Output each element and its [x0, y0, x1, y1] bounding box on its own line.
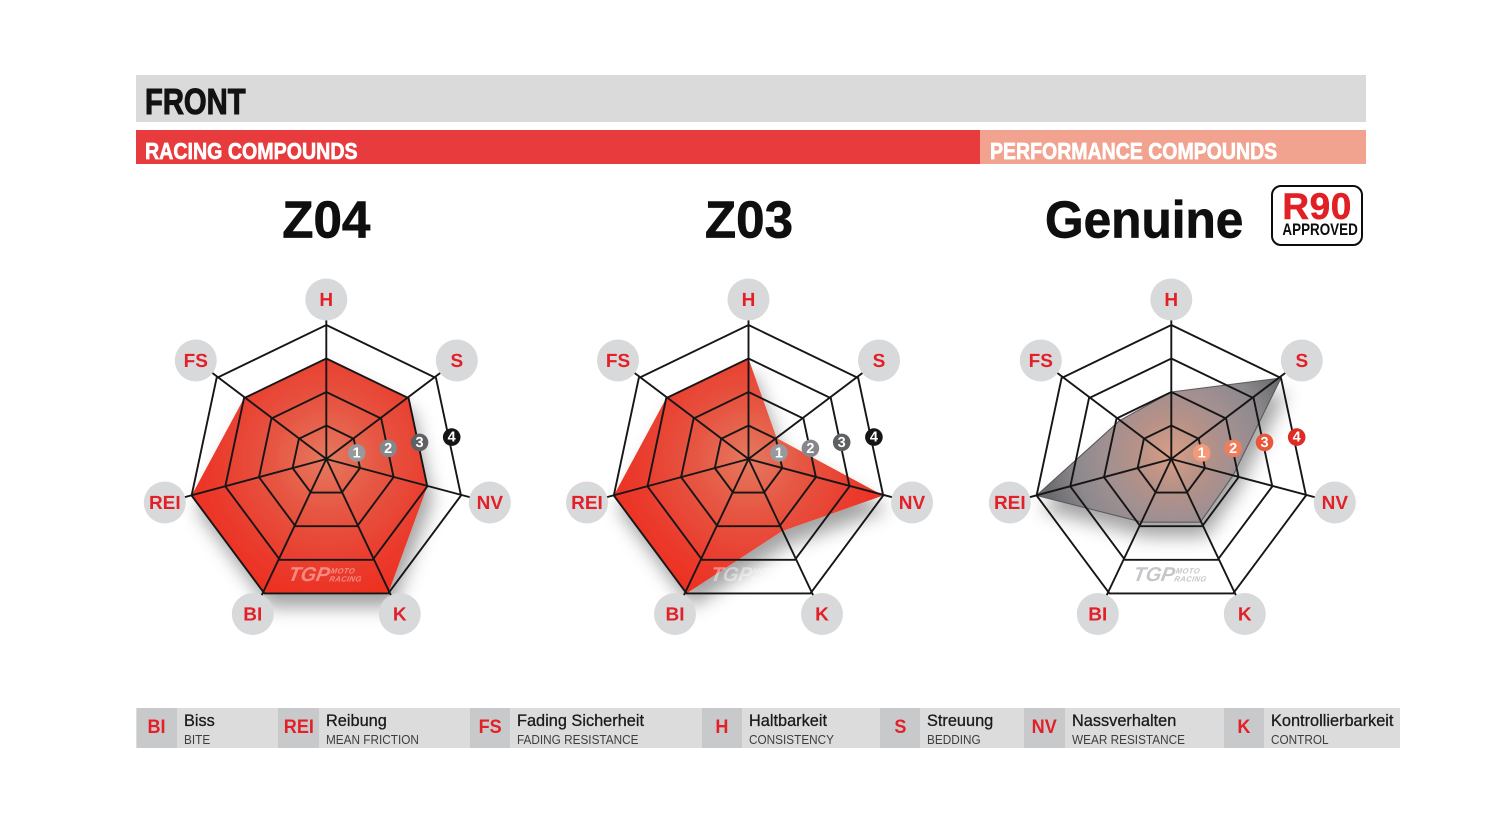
svg-text:4: 4: [1293, 430, 1301, 446]
svg-text:3: 3: [415, 435, 423, 451]
svg-text:FS: FS: [184, 351, 208, 372]
svg-text:S: S: [873, 351, 886, 372]
svg-text:H: H: [1164, 290, 1178, 311]
svg-text:K: K: [1238, 605, 1252, 626]
svg-text:S: S: [450, 351, 463, 372]
svg-text:1: 1: [775, 446, 783, 462]
svg-text:TGP: TGP: [287, 564, 333, 586]
svg-text:K: K: [393, 605, 407, 626]
svg-text:S: S: [1295, 351, 1308, 372]
svg-text:MOTO: MOTO: [752, 567, 778, 576]
svg-text:TGP: TGP: [1132, 564, 1178, 586]
svg-text:BI: BI: [243, 605, 262, 626]
svg-text:REI: REI: [149, 493, 181, 514]
svg-text:RACING: RACING: [751, 575, 785, 584]
svg-text:NV: NV: [1322, 493, 1349, 514]
svg-text:4: 4: [448, 430, 456, 446]
svg-text:NV: NV: [899, 493, 926, 514]
svg-text:FS: FS: [1029, 351, 1053, 372]
svg-text:3: 3: [838, 435, 846, 451]
svg-text:TGP: TGP: [709, 564, 755, 586]
svg-text:H: H: [742, 290, 756, 311]
svg-text:2: 2: [806, 441, 814, 457]
svg-text:Z04: Z04: [282, 191, 370, 249]
svg-text:2: 2: [1229, 441, 1237, 457]
svg-text:BI: BI: [666, 605, 685, 626]
svg-text:1: 1: [353, 446, 361, 462]
svg-text:RACING: RACING: [1174, 575, 1208, 584]
svg-text:REI: REI: [994, 493, 1026, 514]
svg-text:RACING: RACING: [329, 575, 363, 584]
svg-text:BI: BI: [1088, 605, 1107, 626]
svg-text:1: 1: [1198, 446, 1206, 462]
svg-text:Genuine: Genuine: [1045, 191, 1243, 249]
svg-text:MOTO: MOTO: [1175, 567, 1201, 576]
svg-text:Z03: Z03: [705, 191, 793, 249]
svg-text:FS: FS: [606, 351, 630, 372]
svg-text:NV: NV: [477, 493, 504, 514]
svg-text:H: H: [319, 290, 333, 311]
svg-text:K: K: [815, 605, 829, 626]
svg-text:2: 2: [384, 441, 392, 457]
svg-text:4: 4: [870, 430, 878, 446]
svg-text:MOTO: MOTO: [330, 567, 356, 576]
svg-text:3: 3: [1260, 435, 1268, 451]
svg-text:REI: REI: [571, 493, 603, 514]
